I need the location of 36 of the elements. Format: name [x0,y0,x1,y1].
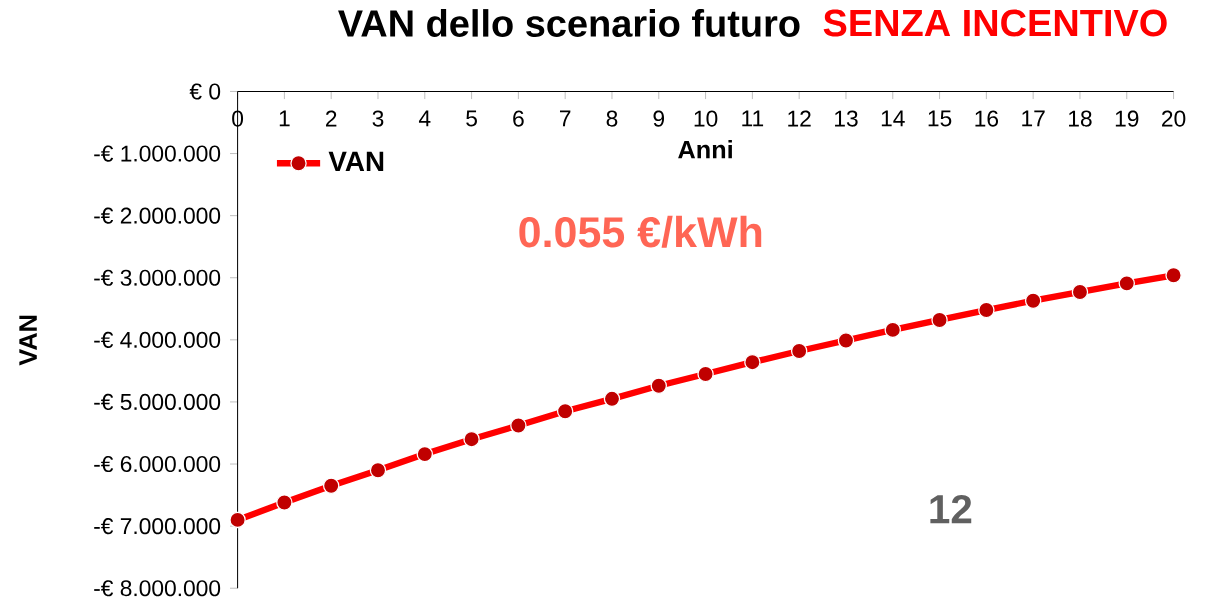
annotation: 12 [930,494,972,524]
y-tick-label: -€ 8.000.000 [94,580,221,597]
x-tick-label: 16 [975,110,999,127]
legend-label: VAN [328,151,384,171]
annotation: 0.055 €/kWh [519,215,762,248]
x-tick-label: 3 [372,110,384,127]
y-tick-label: -€ 3.000.000 [94,269,221,286]
x-tick-label: 4 [418,110,431,127]
y-tick-label: -€ 7.000.000 [94,517,221,535]
text: SENZA INCENTIVO [823,9,1167,37]
x-tick-label: 18 [1069,110,1092,127]
y-tick-label: -€ 5.000.000 [94,393,221,410]
y-tick-label: -€ 4.000.000 [94,331,221,348]
x-tick-label: 6 [513,110,524,127]
chart-title: VAN dello scenario futuro [338,8,800,37]
x-tick-label: 17 [1022,110,1045,127]
y-tick-label: -€ 6.000.000 [94,455,221,472]
x-tick-label: 19 [1115,110,1139,127]
x-tick-label: 15 [928,110,952,127]
x-tick-label: 20 [1162,110,1186,127]
y-tick-label: -€ 1.000.000 [94,145,221,162]
x-tick-label: 1 [279,110,290,127]
x-tick-label: 13 [835,110,858,127]
x-tick-label: 8 [606,110,618,127]
x-tick-label: 12 [788,110,811,127]
y-axis-title: VAN [19,315,37,366]
x-tick-label: 14 [881,110,905,127]
y-tick-label: -€ 2.000.000 [94,207,221,224]
x-tick-label: 10 [694,110,718,127]
x-tick-label: 5 [466,110,477,127]
x-tick-label: 7 [560,110,571,127]
x-axis-title: Anni [678,139,732,159]
x-tick-label: 2 [326,110,337,127]
y-tick-label: € 0 [189,83,221,100]
x-tick-label: 9 [653,110,665,127]
x-tick-label: 11 [742,110,764,127]
